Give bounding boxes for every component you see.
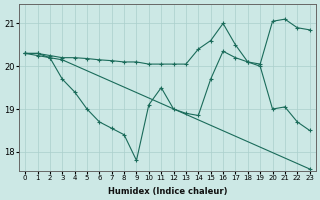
X-axis label: Humidex (Indice chaleur): Humidex (Indice chaleur)	[108, 187, 227, 196]
